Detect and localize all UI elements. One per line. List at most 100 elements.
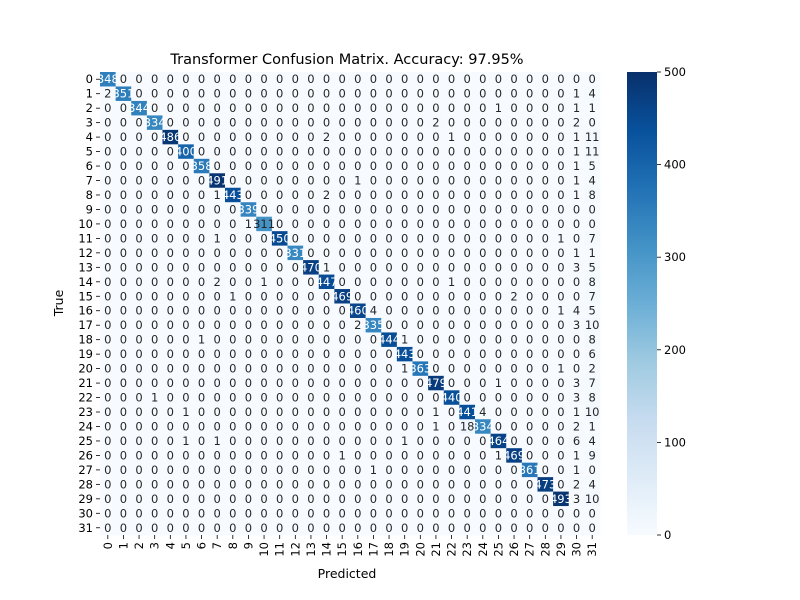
heatmap-cell bbox=[193, 144, 210, 160]
heatmap-cell bbox=[350, 289, 367, 304]
heatmap-cell bbox=[443, 491, 460, 507]
heatmap-cell bbox=[100, 100, 117, 116]
heatmap-cell-label: 0 bbox=[151, 333, 158, 347]
heatmap-cell bbox=[521, 158, 538, 174]
heatmap-cell bbox=[178, 477, 195, 492]
heatmap-cell-label: 0 bbox=[307, 347, 314, 361]
heatmap-cell-label: 0 bbox=[151, 246, 158, 260]
heatmap-cell-label: 0 bbox=[339, 116, 346, 130]
heatmap-cell bbox=[240, 144, 257, 160]
heatmap-cell-label: 1 bbox=[557, 304, 564, 318]
heatmap-cell-label: 0 bbox=[464, 174, 471, 188]
heatmap-cell-label: 0 bbox=[292, 87, 299, 101]
heatmap-cell bbox=[256, 231, 273, 247]
heatmap-cell-label: 0 bbox=[323, 463, 330, 477]
x-tick-label: 14 bbox=[320, 542, 334, 557]
heatmap-cell bbox=[412, 216, 429, 232]
heatmap-cell bbox=[506, 260, 523, 275]
heatmap-cell-label: 0 bbox=[495, 87, 502, 101]
heatmap-cell bbox=[146, 231, 163, 247]
heatmap-cell-label: 0 bbox=[120, 318, 127, 332]
heatmap-cell-label: 0 bbox=[370, 145, 377, 159]
y-tick-label: 29 bbox=[78, 492, 93, 506]
heatmap-cell bbox=[178, 361, 195, 377]
heatmap-cell bbox=[381, 129, 398, 145]
heatmap-cell-label: 0 bbox=[510, 130, 517, 144]
heatmap-cell-label: 0 bbox=[229, 202, 236, 216]
heatmap-cell bbox=[568, 231, 585, 247]
heatmap-cell bbox=[459, 115, 476, 131]
heatmap-cell-label: 0 bbox=[448, 521, 455, 535]
heatmap-cell bbox=[506, 86, 523, 102]
heatmap-cell bbox=[553, 506, 570, 521]
heatmap-cell-label: 0 bbox=[510, 260, 517, 274]
heatmap-cell-label: 0 bbox=[354, 362, 361, 376]
heatmap-cell bbox=[100, 115, 117, 131]
heatmap-cell-label: 0 bbox=[214, 376, 221, 390]
heatmap-cell-label: 2 bbox=[573, 419, 580, 433]
heatmap-cell bbox=[537, 506, 554, 521]
y-tick-label: 19 bbox=[78, 347, 93, 361]
heatmap-cell bbox=[225, 332, 242, 348]
heatmap-cell bbox=[584, 375, 601, 391]
heatmap-cell bbox=[443, 332, 460, 348]
heatmap-cell bbox=[553, 448, 570, 464]
heatmap-cell bbox=[381, 202, 398, 218]
heatmap-cell bbox=[521, 115, 538, 131]
heatmap-cell-label: 0 bbox=[182, 217, 189, 231]
heatmap-cell bbox=[396, 433, 413, 449]
heatmap-cell bbox=[334, 404, 351, 420]
heatmap-cell-label: 0 bbox=[104, 391, 111, 405]
heatmap-cell-label: 0 bbox=[182, 72, 189, 86]
heatmap-cell bbox=[365, 144, 382, 160]
heatmap-cell bbox=[318, 86, 335, 102]
heatmap-cell-label: 0 bbox=[276, 506, 283, 520]
heatmap-cell bbox=[553, 216, 570, 232]
heatmap-cell bbox=[506, 361, 523, 377]
heatmap-cell-label: 0 bbox=[214, 260, 221, 274]
heatmap-cell-label: 0 bbox=[542, 188, 549, 202]
heatmap-cell bbox=[271, 158, 288, 174]
heatmap-cell-label: 0 bbox=[495, 362, 502, 376]
heatmap-cell bbox=[303, 346, 320, 362]
heatmap-cell bbox=[350, 361, 367, 377]
heatmap-cell-label: 0 bbox=[448, 506, 455, 520]
heatmap-cell-label: 2 bbox=[432, 116, 439, 130]
heatmap-cell-label: 0 bbox=[182, 506, 189, 520]
heatmap-cell bbox=[131, 433, 148, 449]
heatmap-cell bbox=[318, 419, 335, 435]
heatmap-cell-label: 0 bbox=[182, 362, 189, 376]
heatmap-cell bbox=[225, 216, 242, 232]
heatmap-cell-label: 0 bbox=[151, 318, 158, 332]
heatmap-cell bbox=[584, 245, 601, 261]
y-tick-label: 22 bbox=[78, 391, 93, 405]
heatmap-cell-label: 0 bbox=[104, 434, 111, 448]
heatmap-cell bbox=[178, 187, 195, 203]
heatmap-cell bbox=[256, 520, 273, 536]
heatmap-cell bbox=[334, 72, 351, 87]
x-tick-label: 8 bbox=[226, 542, 240, 549]
heatmap-cell-label: 0 bbox=[229, 231, 236, 245]
heatmap-cell-label: 0 bbox=[167, 260, 174, 274]
heatmap-cell bbox=[428, 72, 445, 87]
heatmap-cell-label: 0 bbox=[292, 304, 299, 318]
heatmap-cell-label: 0 bbox=[495, 463, 502, 477]
heatmap-cell-label: 0 bbox=[417, 217, 424, 231]
heatmap-cell-label: 0 bbox=[401, 304, 408, 318]
heatmap-cell bbox=[240, 390, 257, 406]
y-tick-label: 31 bbox=[78, 521, 93, 535]
heatmap-cell bbox=[146, 390, 163, 406]
heatmap-cell-label: 4 bbox=[589, 87, 596, 101]
x-tick-label: 1 bbox=[116, 542, 130, 549]
heatmap-cell bbox=[303, 86, 320, 102]
heatmap-cell bbox=[443, 404, 460, 420]
heatmap-cell-label: 1 bbox=[557, 231, 564, 245]
heatmap-cell-label: 0 bbox=[167, 188, 174, 202]
heatmap-cell bbox=[303, 361, 320, 377]
heatmap-cell bbox=[521, 332, 538, 348]
heatmap-cell-label: 0 bbox=[417, 333, 424, 347]
heatmap-cell-label: 0 bbox=[385, 246, 392, 260]
heatmap-cell bbox=[115, 506, 132, 521]
heatmap-cell bbox=[428, 361, 445, 377]
heatmap-cell bbox=[193, 216, 210, 232]
